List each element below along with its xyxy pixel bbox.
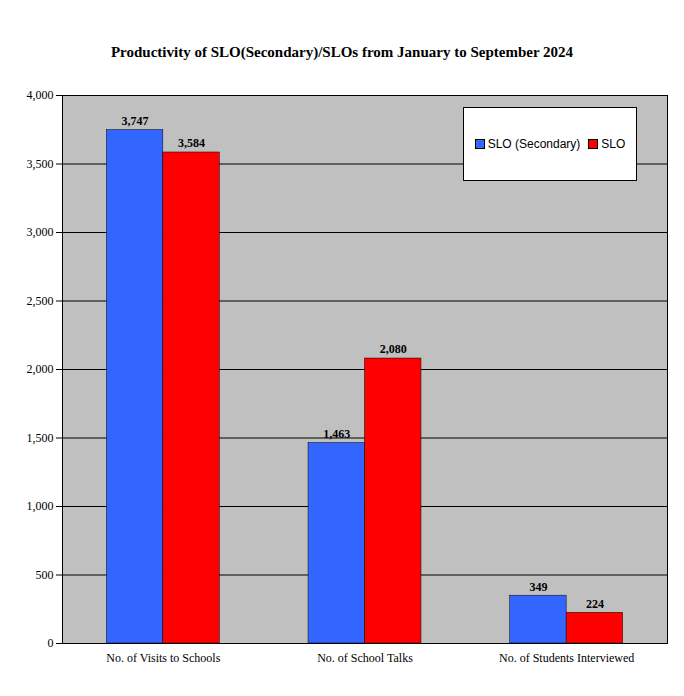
svg-text:4,000: 4,000 (27, 88, 54, 102)
svg-text:3,584: 3,584 (178, 136, 205, 150)
html-text:SLO (Secondary): SLO (Secondary) (487, 137, 581, 151)
svg-text:2,080: 2,080 (380, 342, 407, 356)
svg-text:3,000: 3,000 (27, 225, 54, 239)
svg-text:1,500: 1,500 (27, 431, 54, 445)
html-text:SLO: SLO (601, 137, 626, 151)
svg-text:3,500: 3,500 (27, 157, 54, 171)
svg-text:2,000: 2,000 (27, 362, 54, 376)
svg-text:No. of Visits to Schools: No. of Visits to Schools (106, 651, 220, 665)
svg-text:1,463: 1,463 (323, 427, 350, 441)
svg-text:No. of Students Interviewed: No. of Students Interviewed (499, 651, 634, 665)
svg-text:No. of School Talks: No. of School Talks (317, 651, 413, 665)
svg-text:2,500: 2,500 (27, 294, 54, 308)
svg-text:500: 500 (36, 568, 54, 582)
svg-text:224: 224 (586, 597, 604, 611)
svg-text:1,000: 1,000 (27, 499, 54, 513)
html-text:Productivity of SLO(Secondary): Productivity of SLO(Secondary)/SLOs from… (111, 44, 573, 60)
svg-text:3,747: 3,747 (122, 114, 149, 128)
svg-text:349: 349 (529, 580, 547, 594)
svg-text:0: 0 (48, 636, 54, 650)
